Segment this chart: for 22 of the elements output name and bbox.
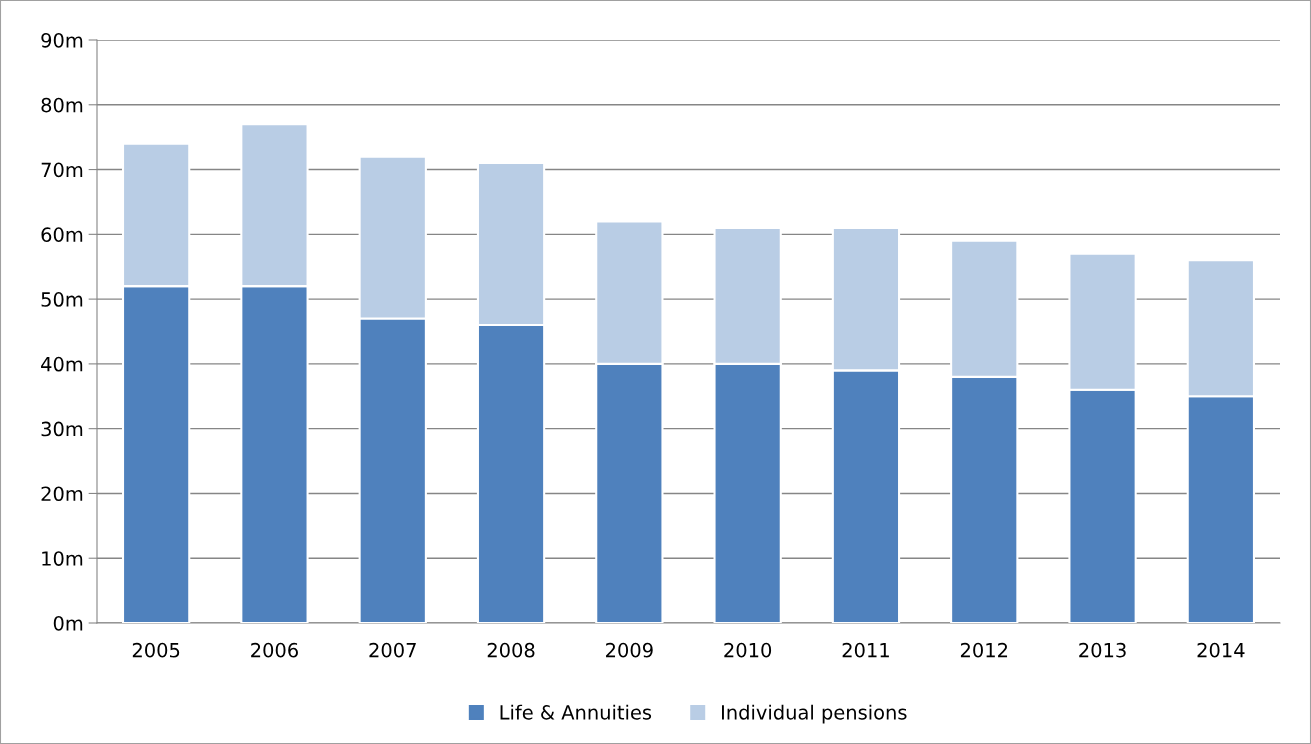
y-tick-label: 10m: [42, 551, 83, 566]
x-tick-label: 2009: [606, 642, 653, 658]
x-tick-label: 2013: [1079, 642, 1126, 658]
y-tick-label: 60m: [41, 227, 83, 242]
x-tick-label: 2005: [132, 642, 180, 658]
y-tick-label: 90m: [41, 32, 83, 48]
x-tick-label: 2010: [724, 642, 772, 658]
y-tick-label: 0m: [53, 615, 83, 631]
y-tick-label: 20m: [41, 486, 83, 502]
x-tick-label: 2007: [369, 642, 416, 658]
y-tick-label: 30m: [41, 421, 83, 437]
x-tick-label: 2006: [251, 642, 298, 658]
x-tick-label: 2012: [960, 642, 1008, 658]
legend-label: Individual pensions: [722, 704, 907, 724]
y-tick-label: 40m: [41, 356, 83, 372]
y-tick-label: 50m: [41, 292, 83, 307]
x-tick-label: 2014: [1197, 642, 1245, 658]
x-tick-label: 2008: [487, 642, 535, 658]
y-tick-label: 70m: [41, 162, 83, 178]
legend-label: Life & Annuities: [500, 704, 652, 720]
x-tick-label: 2011: [842, 642, 889, 658]
y-tick-label: 80m: [41, 97, 83, 113]
